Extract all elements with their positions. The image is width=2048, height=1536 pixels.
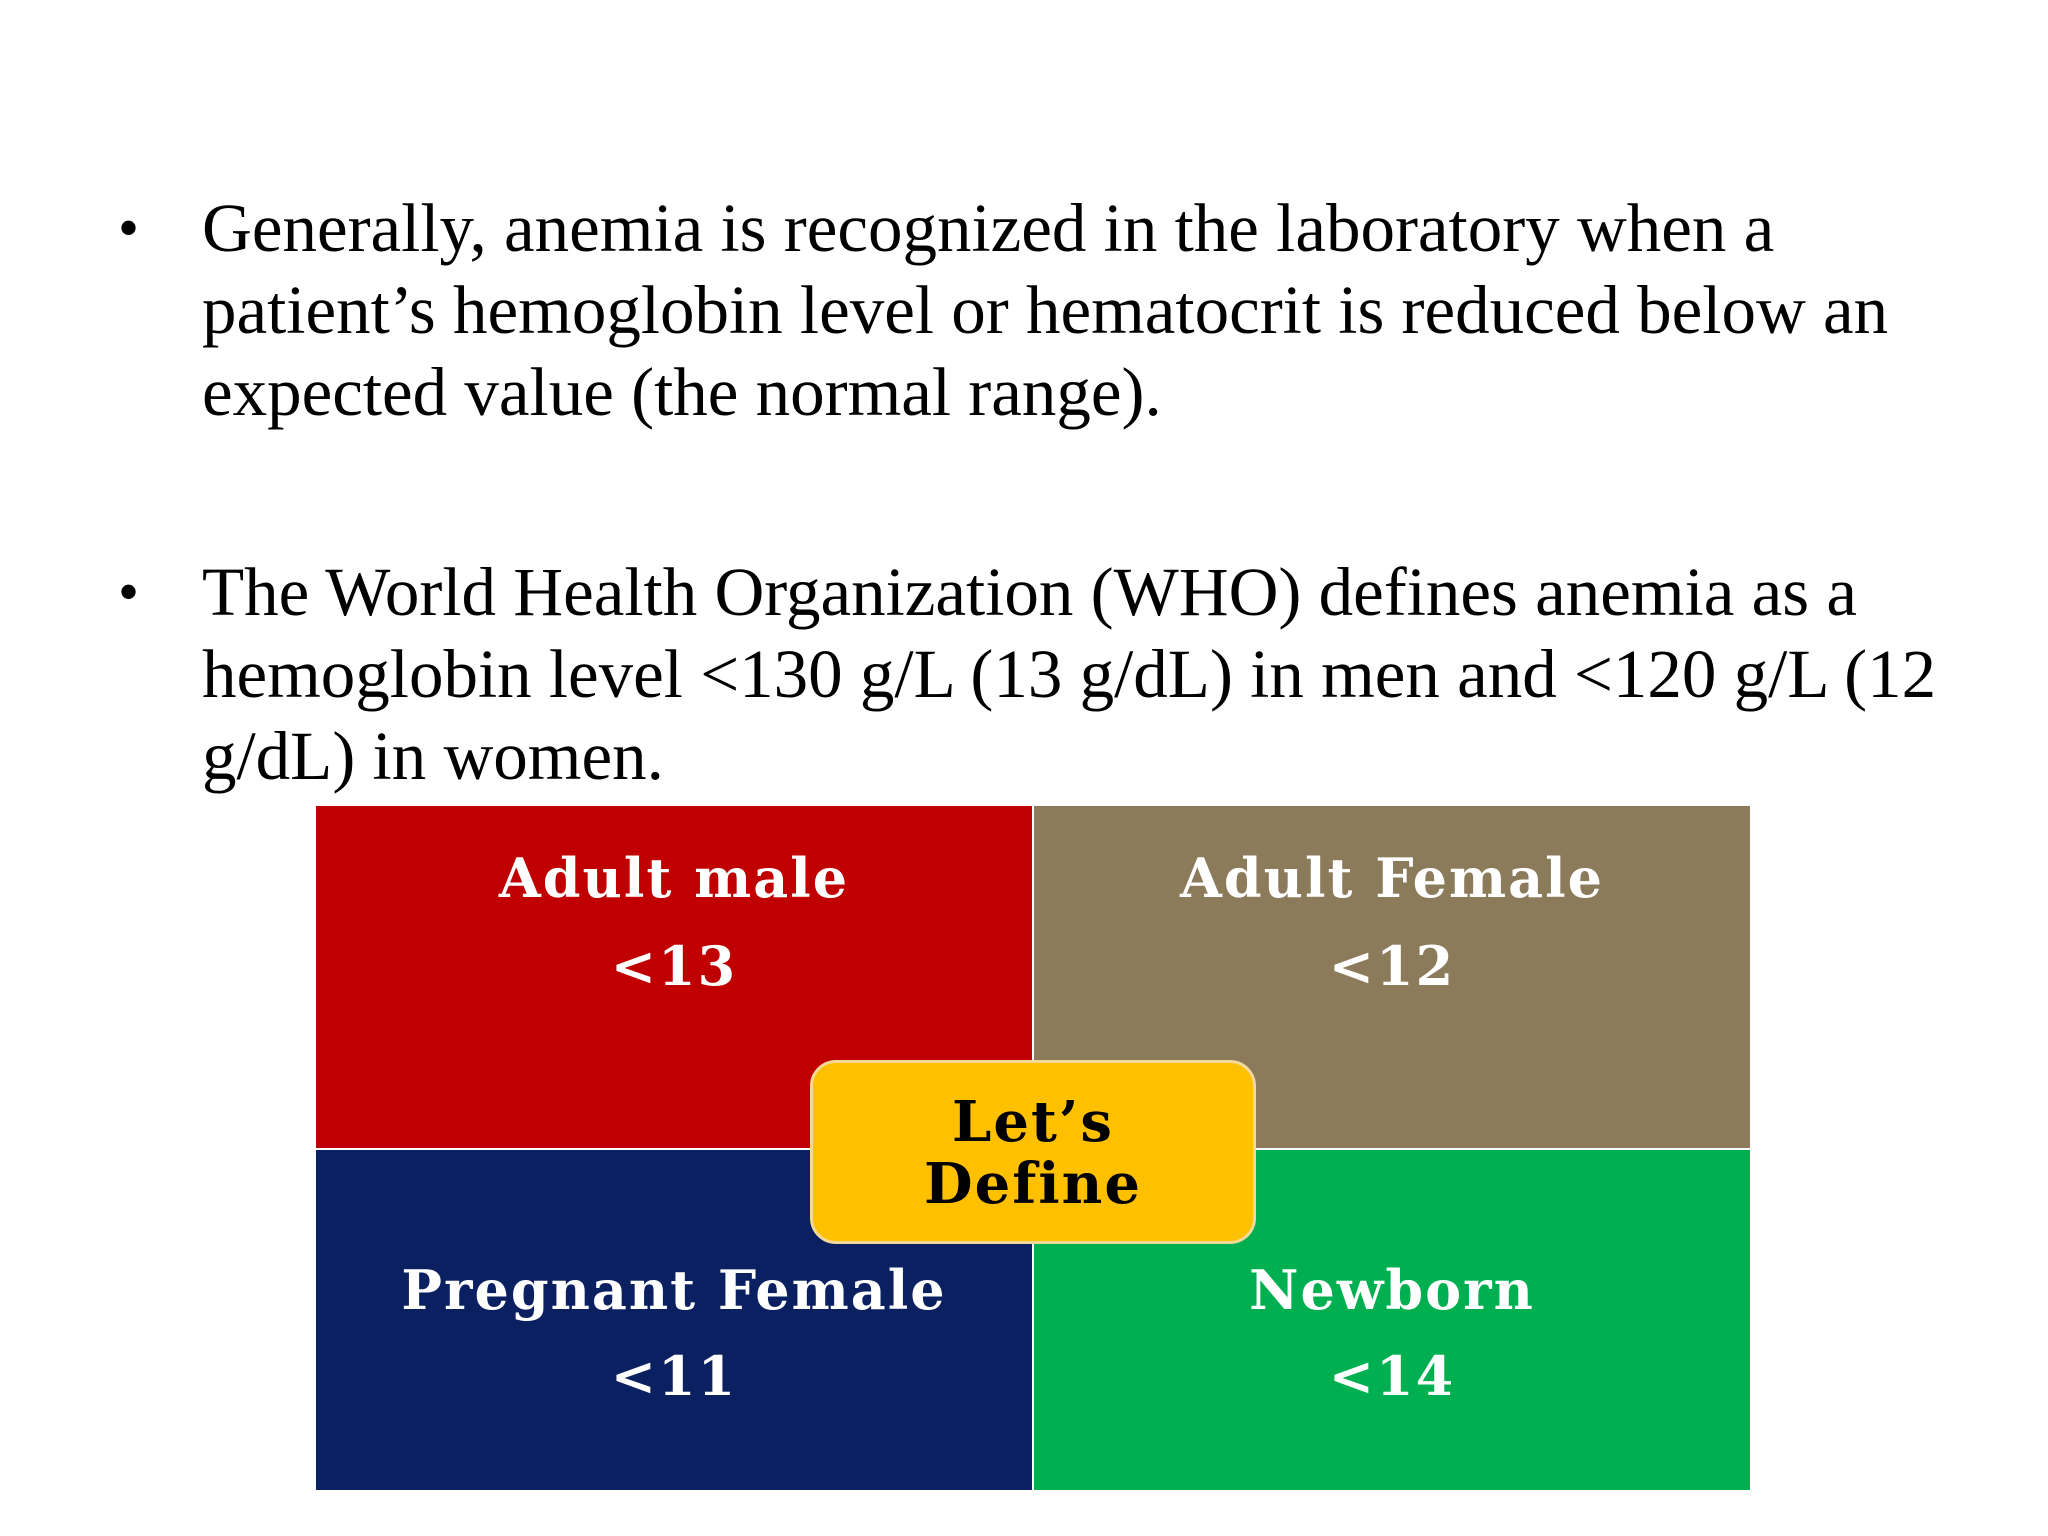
quadrant-value: <13 [610,934,738,998]
bullet-dot: • [118,559,140,625]
bullet-dot: • [118,195,140,261]
quadrant-value: <14 [1328,1344,1456,1408]
center-define-box: Let’s Define [810,1060,1256,1244]
center-text: Let’s Define [813,1091,1253,1215]
anemia-threshold-diagram: Adult male <13 Adult Female <12 Pregnant… [316,806,1750,1490]
bullet-text-1: Generally, anemia is recognized in the l… [202,190,1889,430]
quadrant-value: <11 [610,1344,738,1408]
quadrant-label: Newborn [1249,1258,1535,1322]
quadrant-value: <12 [1328,934,1456,998]
quadrant-label: Pregnant Female [401,1258,947,1322]
quadrant-label: Adult male [498,846,850,910]
center-line-1: Let’s [952,1089,1114,1155]
quadrant-label: Adult Female [1180,846,1604,910]
center-line-2: Define [924,1151,1142,1217]
bullet-text-2: The World Health Organization (WHO) defi… [202,554,1937,794]
quadrant-pregnant-female: Pregnant Female <11 [316,1150,1032,1490]
